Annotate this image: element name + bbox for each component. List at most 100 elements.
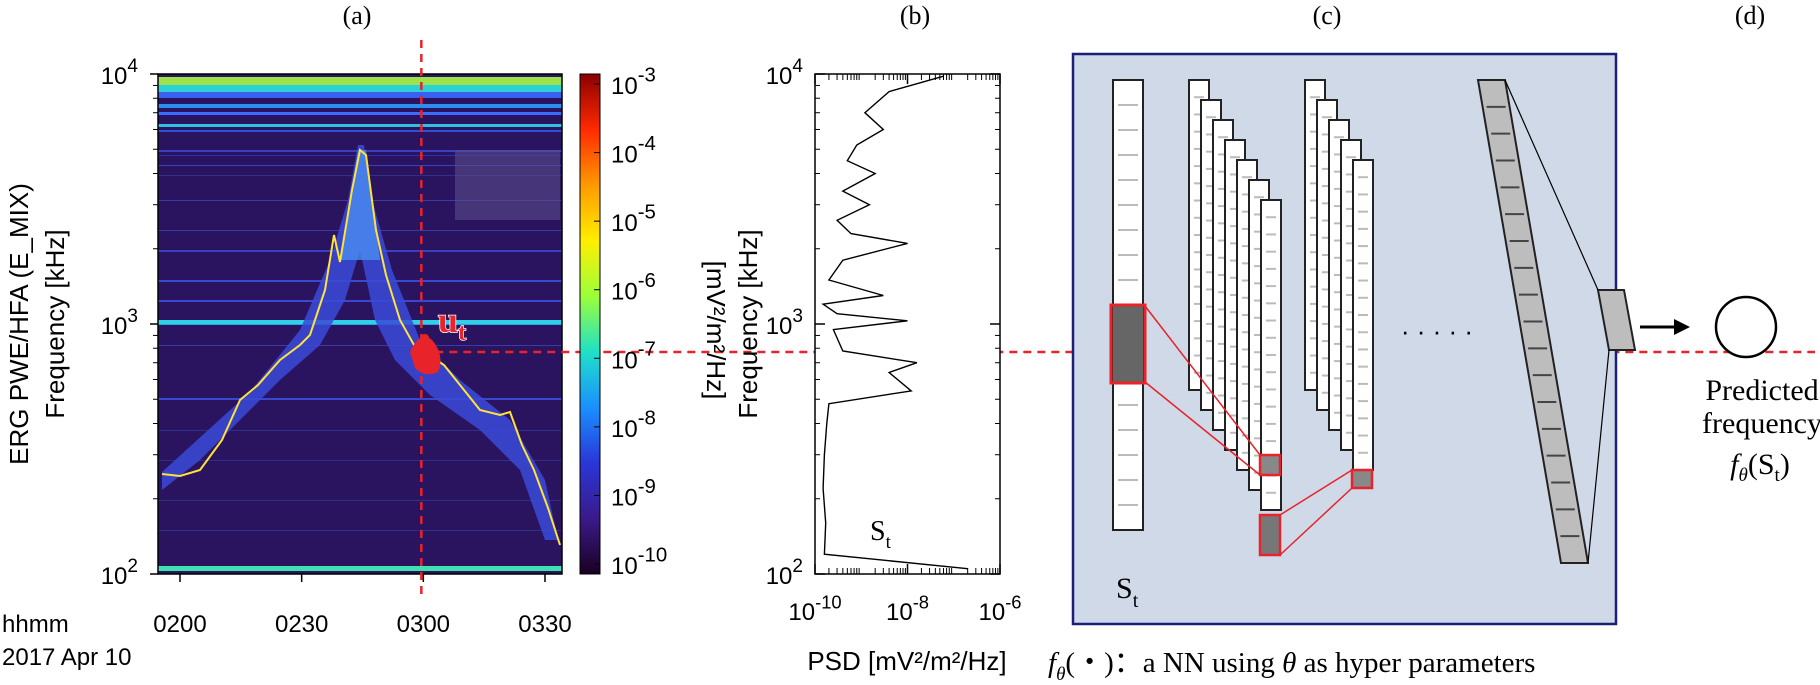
colorbar-tick-label-2-base: 10 bbox=[611, 210, 638, 237]
psd-xtick-label-2-exp: -6 bbox=[1005, 592, 1021, 613]
fc-line-top bbox=[1504, 79, 1599, 291]
connector-2a bbox=[1279, 469, 1353, 516]
colorbar-tick-label-6-base: 10 bbox=[611, 484, 638, 511]
psd-ytick-label-2-base: 10 bbox=[766, 63, 793, 90]
colorbar-tick-label-4-exp: -7 bbox=[638, 339, 656, 361]
spectrogram-xtick-label-1: 0230 bbox=[275, 611, 328, 638]
spectrogram-ytick-label-1-base: 10 bbox=[101, 313, 128, 340]
spectrogram-ytick-label-1: 103 bbox=[101, 306, 138, 340]
spectrogram-line-14 bbox=[158, 398, 562, 400]
colorbar-tick-label-7: 10-10 bbox=[611, 544, 667, 580]
psd-xtick-label-1-exp: -8 bbox=[913, 592, 929, 613]
spectrogram-line-11 bbox=[158, 300, 562, 302]
spectrogram-line-15 bbox=[158, 430, 562, 431]
conv2-map-4 bbox=[1352, 159, 1374, 471]
spectrogram-ylabel-1: ERG PWE/HFA (E_MIX) bbox=[4, 183, 34, 465]
spectrogram-1mhz-line bbox=[158, 320, 562, 324]
colorbar-tick-label-3: 10-6 bbox=[611, 270, 656, 306]
ellipsis-dots: · · · · · bbox=[1401, 316, 1473, 346]
psd-ytick-label-1-base: 10 bbox=[766, 313, 793, 340]
conv1-highlight-bottom bbox=[1258, 513, 1282, 557]
psd-annotation-main: S bbox=[870, 516, 886, 547]
colorbar-tick-label-0: 10-3 bbox=[611, 64, 656, 100]
psd-xtick-label-0-exp: -10 bbox=[815, 592, 842, 613]
colorbar-tick-label-5-base: 10 bbox=[611, 416, 638, 443]
input-label-main: S bbox=[1116, 572, 1133, 605]
psd-frame bbox=[814, 73, 1001, 575]
time-axis-label: hhmm bbox=[2, 611, 69, 638]
output-circle bbox=[1714, 295, 1778, 359]
spectrogram-line-0 bbox=[158, 112, 562, 115]
connector-2b bbox=[1279, 487, 1353, 556]
spectrogram-ytick-label-2: 104 bbox=[101, 56, 139, 90]
output-arrow-head bbox=[1674, 319, 1690, 335]
marker-label-main: u bbox=[438, 300, 458, 340]
spectrogram-emission-core bbox=[340, 150, 380, 260]
conv1-highlight-top bbox=[1258, 453, 1282, 477]
psd-series-line bbox=[821, 75, 968, 570]
colorbar-tick-label-4: 10-7 bbox=[611, 339, 656, 375]
fc-line-bottom bbox=[1587, 349, 1610, 564]
spectrogram-ylabel-2: Frequency [kHz] bbox=[40, 229, 70, 418]
spectrogram-ytick-label-2-exp: 4 bbox=[127, 56, 138, 77]
spectrogram-line-13 bbox=[158, 345, 562, 346]
output-formula-part: (S bbox=[1748, 448, 1775, 481]
spectrogram-xtick-label-2: 0300 bbox=[397, 611, 450, 638]
psd-ytick-label-1: 103 bbox=[766, 306, 803, 340]
spectrogram-band-4 bbox=[158, 104, 562, 108]
marker-blob bbox=[410, 336, 441, 375]
psd-xlabel: PSD [mV²/m²/Hz] bbox=[807, 646, 1006, 676]
spectrogram-line-1 bbox=[158, 124, 562, 127]
output-formula: fθ(St) bbox=[1730, 448, 1790, 486]
psd-xtick-label-1-base: 10 bbox=[886, 599, 913, 626]
colorbar-label: [mV²/m²/Hz] bbox=[701, 261, 731, 400]
psd-ytick-label-2-exp: 4 bbox=[792, 56, 803, 77]
colorbar-tick-label-5-exp: -8 bbox=[638, 407, 656, 429]
output-label-1: Predicted bbox=[1705, 374, 1818, 407]
diagram-caption-part: (・)：a NN using bbox=[1065, 647, 1282, 679]
spectrogram-line-10 bbox=[158, 280, 562, 282]
colorbar-tick-label-2-exp: -5 bbox=[638, 202, 656, 224]
diagram-caption-part: θ bbox=[1056, 664, 1065, 685]
colorbar-tick-label-2: 10-5 bbox=[611, 202, 656, 238]
input-label-sub: t bbox=[1133, 590, 1139, 612]
nn-diagram: St · · · · · bbox=[1071, 52, 1637, 626]
spectrogram-xtick-label-3: 0330 bbox=[518, 611, 571, 638]
colorbar-tick-label-1-exp: -4 bbox=[638, 133, 656, 155]
spectrogram-ytick-label-2-base: 10 bbox=[101, 63, 128, 90]
output-formula-part: θ bbox=[1739, 465, 1748, 486]
psd-ytick-label-0-exp: 2 bbox=[792, 556, 803, 577]
colorbar-tick-label-0-base: 10 bbox=[611, 73, 638, 100]
psd-xtick-label-0: 10-10 bbox=[788, 592, 841, 626]
connector-1a bbox=[1144, 305, 1261, 456]
spectrogram-ytick-label-0: 102 bbox=[101, 556, 138, 590]
diagram-caption-part: as hyper parameters bbox=[1296, 647, 1535, 679]
colorbar-tick-label-0-exp: -3 bbox=[638, 64, 656, 86]
psd-ytick-label-0-base: 10 bbox=[766, 563, 793, 590]
panel-label-c: (c) bbox=[1313, 1, 1342, 30]
marker-label: ut bbox=[438, 300, 466, 346]
colorbar-tick-label-4-base: 10 bbox=[611, 347, 638, 374]
conv2-highlight bbox=[1350, 468, 1374, 490]
colorbar-tick-label-7-base: 10 bbox=[611, 553, 638, 580]
output-node bbox=[1596, 289, 1637, 351]
colorbar-tick-label-3-exp: -6 bbox=[638, 270, 656, 292]
spectrogram-top-band bbox=[158, 77, 562, 85]
spectrogram-line-2 bbox=[158, 130, 562, 132]
colorbar-tick-label-1-base: 10 bbox=[611, 142, 638, 169]
connector-1b bbox=[1144, 381, 1261, 476]
panel-label-b: (b) bbox=[900, 1, 930, 30]
colorbar-tick-label-6: 10-9 bbox=[611, 476, 656, 512]
spectrogram-line-16 bbox=[158, 460, 562, 461]
psd-ytick-label-2: 104 bbox=[766, 56, 804, 90]
spectrogram-ytick-label-1-exp: 3 bbox=[127, 306, 138, 327]
psd-annotation-sub: t bbox=[886, 532, 892, 553]
diagram-caption-part: θ bbox=[1282, 647, 1296, 679]
panel-label-d: (d) bbox=[1735, 1, 1765, 30]
colorbar bbox=[579, 73, 601, 575]
psd-xtick-label-2: 10-6 bbox=[978, 592, 1021, 626]
input-highlight-box bbox=[1109, 303, 1147, 385]
spectrogram-noise-block bbox=[455, 150, 560, 220]
spectrogram-ytick-label-0-base: 10 bbox=[101, 563, 128, 590]
